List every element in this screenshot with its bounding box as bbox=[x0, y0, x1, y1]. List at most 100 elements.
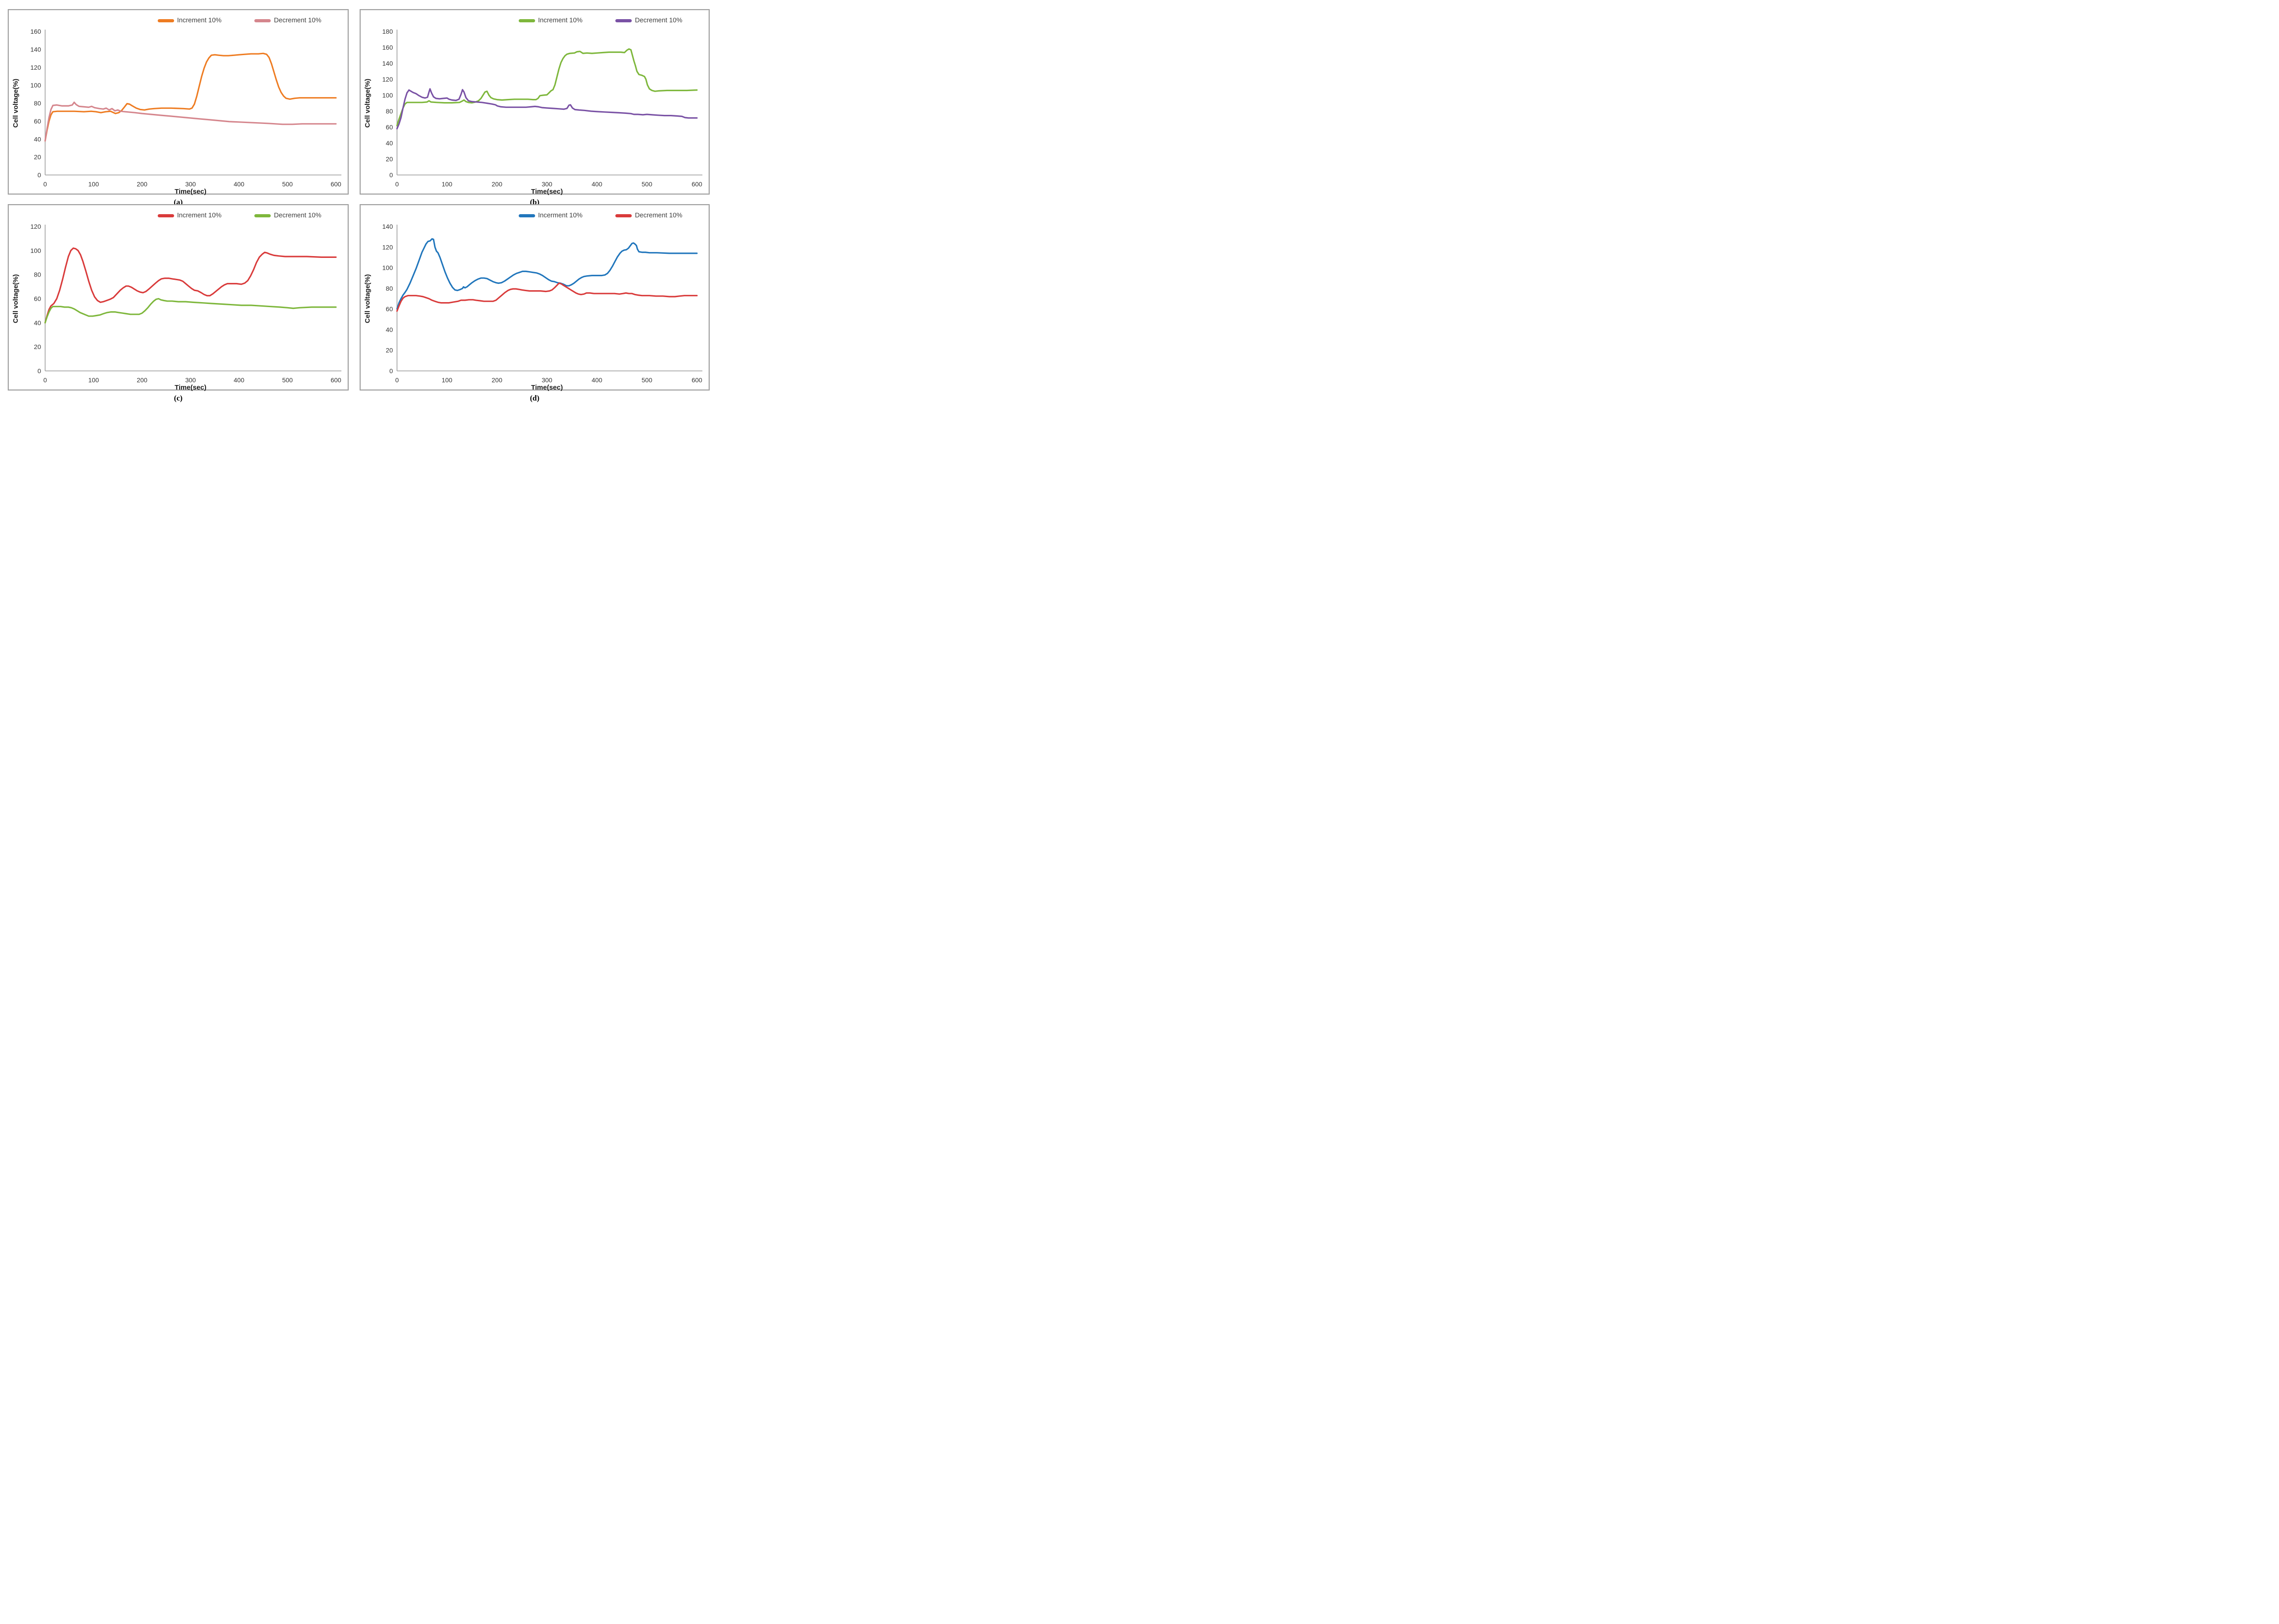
y-tick-label: 40 bbox=[386, 139, 393, 147]
chart-legend: Increment 10% Decrement 10% bbox=[9, 10, 348, 27]
legend-label: Decrement 10% bbox=[274, 17, 321, 24]
chart-panel-b: Increment 10% Decrement 10% 0 20 40 60 80 100 1… bbox=[360, 9, 710, 207]
x-tick-label: 500 bbox=[282, 376, 293, 384]
y-axis-title: Cell voltage(%) bbox=[364, 274, 371, 324]
legend-item-decrement: Decrement 10% bbox=[254, 212, 321, 219]
chart-panel-box: Increment 10% Decrement 10% 0 20 40 60 80 100 1… bbox=[8, 204, 349, 391]
y-tick-label: 40 bbox=[386, 326, 393, 333]
legend-label: Decrement 10% bbox=[635, 212, 682, 219]
x-tick-label: 100 bbox=[442, 376, 453, 384]
x-axis-title: Time(sec) bbox=[531, 188, 563, 195]
x-tick-label: 400 bbox=[234, 376, 245, 384]
x-tick-label: 200 bbox=[492, 376, 503, 384]
x-tick-label: 500 bbox=[642, 376, 653, 384]
chart-legend: Increment 10% Decrement 10% bbox=[361, 10, 709, 27]
x-tick-label: 300 bbox=[541, 376, 552, 384]
y-axis-title: Cell voltage(%) bbox=[364, 79, 371, 128]
legend-label: Decrement 10% bbox=[635, 17, 682, 24]
y-tick-label: 40 bbox=[34, 135, 41, 143]
x-tick-label: 400 bbox=[234, 180, 245, 188]
x-tick-label: 0 bbox=[43, 180, 47, 188]
x-tick-label: 0 bbox=[43, 376, 47, 384]
legend-label: Incerment 10% bbox=[538, 212, 583, 219]
panel-caption: (d) bbox=[530, 394, 540, 402]
x-tick-label: 100 bbox=[88, 180, 99, 188]
y-tick-label: 80 bbox=[34, 100, 41, 107]
series-line-decrement bbox=[44, 298, 337, 324]
chart-panel-a: Increment 10% Decrement 10% 0 20 40 60 80 100 1… bbox=[8, 9, 349, 207]
legend-label: Decrement 10% bbox=[274, 212, 321, 219]
legend-label: Increment 10% bbox=[538, 17, 583, 24]
x-tick-label: 200 bbox=[137, 376, 148, 384]
y-tick-label: 60 bbox=[386, 305, 393, 313]
series-line-increment bbox=[396, 48, 698, 127]
chart-legend: Incerment 10% Decrement 10% bbox=[361, 205, 709, 222]
y-tick-label: 140 bbox=[382, 60, 393, 67]
x-tick-label: 200 bbox=[137, 180, 148, 188]
y-tick-label: 100 bbox=[31, 247, 41, 254]
y-tick-label: 0 bbox=[389, 171, 393, 179]
x-tick-label: 300 bbox=[541, 180, 552, 188]
legend-swatch-decrement bbox=[254, 19, 271, 22]
x-axis-title: Time(sec) bbox=[531, 384, 563, 391]
y-tick-label: 80 bbox=[386, 285, 393, 292]
x-tick-label: 600 bbox=[330, 180, 341, 188]
y-tick-label: 160 bbox=[382, 44, 393, 51]
y-tick-label: 20 bbox=[386, 347, 393, 354]
line-chart: 0 20 40 60 80 100 120 140 0 100 200 300 400 500 600 Cel… bbox=[364, 223, 702, 391]
legend-swatch-decrement bbox=[615, 214, 632, 217]
y-axis-title: Cell voltage(%) bbox=[12, 274, 20, 324]
x-tick-label: 200 bbox=[492, 180, 503, 188]
y-tick-label: 20 bbox=[34, 343, 41, 350]
chart-panel-d: Incerment 10% Decrement 10% 0 20 40 60 80 100 1… bbox=[360, 204, 710, 403]
legend-label: Increment 10% bbox=[177, 17, 222, 24]
y-tick-label: 0 bbox=[389, 367, 393, 375]
x-tick-label: 600 bbox=[691, 180, 702, 188]
y-tick-label: 20 bbox=[386, 155, 393, 163]
legend-swatch-decrement bbox=[615, 19, 632, 22]
x-tick-label: 600 bbox=[330, 376, 341, 384]
x-tick-label: 300 bbox=[185, 376, 196, 384]
legend-item-decrement: Decrement 10% bbox=[615, 17, 682, 24]
legend-swatch-increment bbox=[518, 19, 535, 22]
chart-panel-box: Increment 10% Decrement 10% 0 20 40 60 80 100 1… bbox=[8, 9, 349, 195]
line-chart: 0 20 40 60 80 100 120 140 160 0 100 200 300 400 500 600… bbox=[12, 28, 341, 195]
y-tick-label: 0 bbox=[37, 171, 41, 179]
y-tick-label: 120 bbox=[31, 64, 41, 71]
chart-panel-box: Incerment 10% Decrement 10% 0 20 40 60 80 100 1… bbox=[360, 204, 710, 391]
legend-item-decrement: Decrement 10% bbox=[254, 17, 321, 24]
y-tick-label: 140 bbox=[382, 223, 393, 230]
y-tick-label: 100 bbox=[382, 92, 393, 99]
series-line-increment bbox=[44, 247, 337, 324]
series-line-decrement bbox=[44, 101, 337, 142]
y-tick-label: 60 bbox=[34, 118, 41, 125]
legend-item-increment: Increment 10% bbox=[157, 17, 222, 24]
series-line-decrement bbox=[396, 88, 698, 130]
line-chart: 0 20 40 60 80 100 120 0 100 200 300 400 500 600 Cell v… bbox=[12, 223, 341, 391]
y-tick-label: 60 bbox=[386, 123, 393, 131]
legend-item-decrement: Decrement 10% bbox=[615, 212, 682, 219]
x-axis-title: Time(sec) bbox=[175, 384, 206, 391]
x-tick-label: 500 bbox=[282, 180, 293, 188]
y-tick-label: 140 bbox=[31, 46, 41, 53]
x-tick-label: 300 bbox=[185, 180, 196, 188]
y-tick-label: 80 bbox=[34, 271, 41, 278]
chart-legend: Increment 10% Decrement 10% bbox=[9, 205, 348, 222]
x-tick-label: 0 bbox=[395, 376, 399, 384]
y-tick-label: 180 bbox=[382, 28, 393, 35]
x-tick-label: 100 bbox=[88, 376, 99, 384]
legend-swatch-increment bbox=[157, 214, 174, 217]
y-tick-label: 120 bbox=[382, 76, 393, 83]
legend-item-increment: Incerment 10% bbox=[518, 212, 583, 219]
y-tick-label: 40 bbox=[34, 319, 41, 326]
x-tick-label: 400 bbox=[592, 180, 603, 188]
y-tick-label: 0 bbox=[37, 367, 41, 375]
x-tick-label: 400 bbox=[592, 376, 603, 384]
y-tick-label: 20 bbox=[34, 154, 41, 161]
x-tick-label: 100 bbox=[442, 180, 453, 188]
x-tick-label: 0 bbox=[395, 180, 399, 188]
series-line-increment bbox=[396, 238, 698, 310]
line-chart: 0 20 40 60 80 100 120 140 160 180 0 100 200 300 400 500… bbox=[364, 28, 702, 195]
y-tick-label: 120 bbox=[382, 243, 393, 251]
y-tick-label: 100 bbox=[382, 264, 393, 272]
